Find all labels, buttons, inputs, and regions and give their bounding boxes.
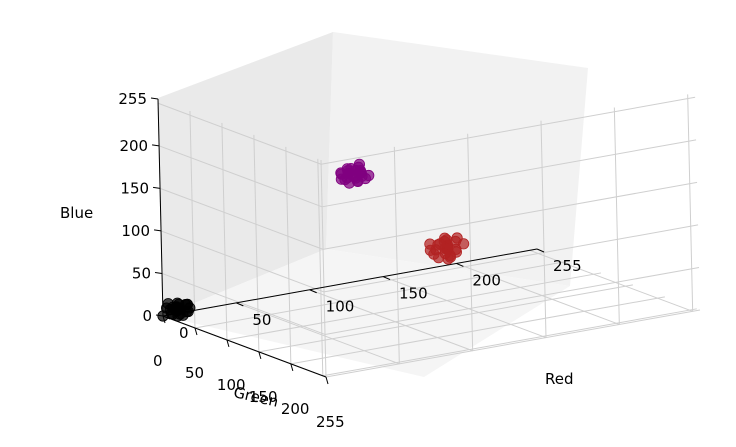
gridline xyxy=(321,139,697,208)
x-tick-mark xyxy=(236,302,244,307)
x-axis-line xyxy=(162,248,538,317)
gridline xyxy=(529,249,693,312)
x-tick-label: 150 xyxy=(399,285,428,303)
gridline xyxy=(194,260,570,329)
y-tick-mark xyxy=(325,376,329,385)
gridline xyxy=(160,230,325,293)
gridline xyxy=(226,272,602,341)
gridline xyxy=(393,146,400,364)
z-tick-label: 150 xyxy=(120,179,149,197)
axes xyxy=(150,97,545,385)
y-tick-label: 100 xyxy=(217,376,246,394)
y-tick-label: 0 xyxy=(153,352,163,370)
data-point-series-3 xyxy=(335,167,347,179)
gridline xyxy=(236,302,400,365)
tick-labels: 0501001502002550501001502002550501001502… xyxy=(118,90,581,431)
z-tick-mark xyxy=(153,229,162,232)
data-point-series-2 xyxy=(161,302,173,314)
gridline xyxy=(189,110,196,328)
gridline xyxy=(290,296,665,365)
x-tick-label: 255 xyxy=(553,257,582,275)
z-tick-label: 0 xyxy=(142,307,152,325)
x-tick-mark xyxy=(536,248,545,253)
pane-back-xz xyxy=(326,32,588,286)
gridline xyxy=(321,96,696,165)
gridline xyxy=(467,133,474,351)
x-tick-label: 100 xyxy=(326,298,355,316)
y-tick-mark xyxy=(226,339,230,348)
gridline xyxy=(285,146,292,364)
y-tick-mark xyxy=(290,363,294,371)
pane-left-yz xyxy=(158,32,333,316)
y-axis-line xyxy=(162,315,327,378)
y-tick-label: 255 xyxy=(316,413,345,431)
x-tick-label: 200 xyxy=(472,271,501,289)
gridline xyxy=(159,187,324,250)
x-tick-mark xyxy=(456,263,464,267)
gridline xyxy=(325,309,701,378)
y-tick-label: 150 xyxy=(249,388,278,406)
data-point-series-1 xyxy=(424,238,436,250)
x-tick-label: 50 xyxy=(252,311,271,329)
gridline xyxy=(157,102,322,165)
gridline xyxy=(317,158,324,376)
gridline xyxy=(253,134,260,352)
gridline xyxy=(158,145,323,208)
gridline xyxy=(323,224,699,293)
y-tick-mark xyxy=(194,327,198,336)
z-tick-label: 200 xyxy=(119,137,148,155)
z-tick-label: 100 xyxy=(121,222,150,240)
z-tick-label: 50 xyxy=(132,264,151,282)
pane-floor xyxy=(163,249,570,377)
gridline xyxy=(322,181,698,250)
x-axis-label: Red xyxy=(545,370,574,388)
z-axis-line xyxy=(157,99,164,317)
z-axis-label: Blue xyxy=(60,204,93,222)
x-tick-mark xyxy=(309,289,317,294)
z-tick-mark xyxy=(154,271,163,274)
gridline xyxy=(221,122,228,340)
gridline xyxy=(258,284,633,353)
gridline xyxy=(540,120,547,338)
gridline xyxy=(324,266,700,335)
y-tick-mark xyxy=(258,351,262,360)
gridline xyxy=(613,107,620,325)
gridline xyxy=(320,160,327,378)
y-tick-label: 50 xyxy=(185,364,204,382)
z-tick-mark xyxy=(152,186,161,189)
gridline xyxy=(687,94,694,312)
z-tick-mark xyxy=(152,144,160,147)
gridline xyxy=(382,276,547,339)
data-points xyxy=(157,158,470,322)
x-tick-label: 0 xyxy=(179,324,189,342)
y-tick-label: 200 xyxy=(281,400,310,418)
z-tick-mark xyxy=(150,97,159,100)
x-tick-mark xyxy=(382,276,391,281)
gridline xyxy=(309,289,473,352)
z-tick-label: 255 xyxy=(118,90,147,108)
gridline xyxy=(161,272,326,335)
gridline xyxy=(456,262,620,325)
gridline xyxy=(322,308,697,377)
